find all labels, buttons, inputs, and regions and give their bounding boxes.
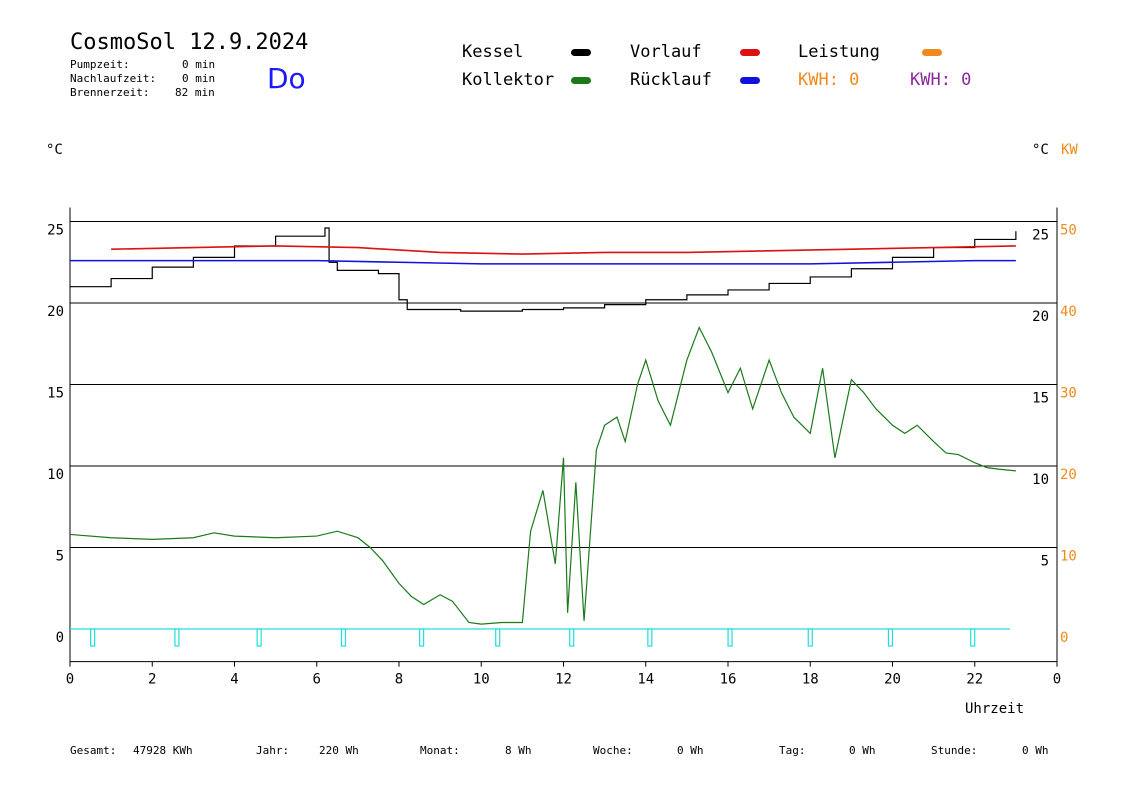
y-right-kw-tick-label: 0 xyxy=(1060,630,1068,646)
legend-kessel-label: Kessel xyxy=(462,42,524,62)
stat-brennerzeit-value: 82 min xyxy=(175,86,215,99)
y-left-tick-label: 0 xyxy=(56,630,64,646)
legend-vorlauf-label: Vorlauf xyxy=(630,42,702,62)
footer-gesamt-value: 47928 KWh xyxy=(133,744,193,757)
y-left-tick-label: 15 xyxy=(47,386,64,402)
series-line-kollektor xyxy=(69,325,1016,625)
series-pumpe-pulse xyxy=(419,628,425,647)
y-right-kw-tick-label: 40 xyxy=(1060,304,1077,320)
right-axis-unit-c: °C xyxy=(1032,142,1049,158)
series-pumpe-pulse xyxy=(647,628,653,647)
x-tick-label: 0 xyxy=(1053,672,1061,688)
y-right-c-tick-label: 15 xyxy=(1032,391,1049,407)
legend-vorlauf-swatch xyxy=(740,49,760,56)
y-right-kw-tick-label: 10 xyxy=(1060,549,1077,565)
series-pumpe-pulse xyxy=(174,628,180,647)
footer-tag-label: Tag: xyxy=(779,744,806,757)
footer-tag-value: 0 Wh xyxy=(849,744,876,757)
footer-jahr-value: 220 Wh xyxy=(319,744,359,757)
series-line-rcklauf xyxy=(70,259,1016,265)
footer-stunde-value: 0 Wh xyxy=(1022,744,1049,757)
footer-woche-value: 0 Wh xyxy=(677,744,704,757)
legend-kollektor-label: Kollektor xyxy=(462,70,555,90)
series-pumpe-pulse xyxy=(569,628,575,647)
stat-pumpzeit-label: Pumpzeit: xyxy=(70,58,130,71)
series-pumpe-pulse xyxy=(495,628,501,647)
y-right-c-tick-label: 10 xyxy=(1032,472,1049,488)
y-right-kw-tick-label: 30 xyxy=(1060,386,1077,402)
x-tick-label: 2 xyxy=(148,672,156,688)
x-tick-label: 20 xyxy=(884,672,901,688)
y-right-c-tick-label: 20 xyxy=(1032,309,1049,325)
chart-title: CosmoSol 12.9.2024 xyxy=(70,30,309,55)
x-tick-label: 22 xyxy=(966,672,983,688)
series-pumpe-pulse xyxy=(90,628,96,647)
x-tick-label: 16 xyxy=(720,672,737,688)
legend-ruecklauf-label: Rücklauf xyxy=(630,70,712,90)
kwh-purple-label: KWH: 0 xyxy=(910,70,972,90)
footer-gesamt-label: Gesamt: xyxy=(70,744,117,757)
x-tick-label: 12 xyxy=(555,672,572,688)
series-pumpe-pulse xyxy=(727,628,733,647)
legend-ruecklauf-swatch xyxy=(740,77,760,84)
legend-kollektor-swatch xyxy=(571,77,591,84)
series-line-vorlauf xyxy=(111,245,1016,255)
footer-woche-label: Woche: xyxy=(593,744,633,757)
x-tick-label: 18 xyxy=(802,672,819,688)
series-pumpe-pulse xyxy=(340,628,347,647)
series-pumpe-pulse xyxy=(970,628,976,647)
legend-leistung-label: Leistung xyxy=(798,42,880,62)
y-left-tick-label: 25 xyxy=(47,223,64,239)
series-pumpe-pulse xyxy=(887,628,894,647)
x-tick-label: 6 xyxy=(313,672,321,688)
footer-jahr-label: Jahr: xyxy=(256,744,290,757)
series-line-kessel xyxy=(70,227,1017,312)
stat-brennerzeit-label: Brennerzeit: xyxy=(70,86,150,99)
right-axis-unit-kw: KW xyxy=(1061,142,1078,158)
left-axis-unit: °C xyxy=(46,142,63,158)
y-left-tick-label: 20 xyxy=(47,304,64,320)
kwh-orange-label: KWH: 0 xyxy=(798,70,860,90)
temperature-chart: 0 2 4 6 8 10 12 14 16 18 20 22 0 0 5 10 15 20 25 5 10 15 20 25 0… xyxy=(47,207,1077,688)
footer-stunde-label: Stunde: xyxy=(931,744,978,757)
series-pumpe-pulse xyxy=(807,628,813,647)
weekday-label: Do xyxy=(267,62,306,95)
stat-nachlaufzeit-value: 0 min xyxy=(182,72,216,85)
x-tick-label: 8 xyxy=(395,672,403,688)
y-right-kw-tick-label: 20 xyxy=(1060,467,1077,483)
x-tick-label: 10 xyxy=(473,672,490,688)
series-pumpe-pulse xyxy=(256,628,262,647)
y-right-c-tick-label: 25 xyxy=(1032,228,1049,244)
x-axis-label: Uhrzeit xyxy=(965,701,1025,717)
x-tick-label: 14 xyxy=(637,672,654,688)
y-right-kw-tick-label: 50 xyxy=(1060,223,1077,239)
x-tick-label: 4 xyxy=(230,672,238,688)
y-right-c-tick-label: 5 xyxy=(1041,554,1049,570)
legend-leistung-swatch xyxy=(922,49,942,56)
stat-pumpzeit-value: 0 min xyxy=(182,58,216,71)
y-left-tick-label: 5 xyxy=(56,549,64,565)
footer-monat-label: Monat: xyxy=(420,744,460,757)
stat-nachlaufzeit-label: Nachlaufzeit: xyxy=(70,72,157,85)
y-left-tick-label: 10 xyxy=(47,467,64,483)
legend-kessel-swatch xyxy=(571,49,591,56)
x-tick-label: 0 xyxy=(66,672,74,688)
footer-monat-value: 8 Wh xyxy=(505,744,532,757)
